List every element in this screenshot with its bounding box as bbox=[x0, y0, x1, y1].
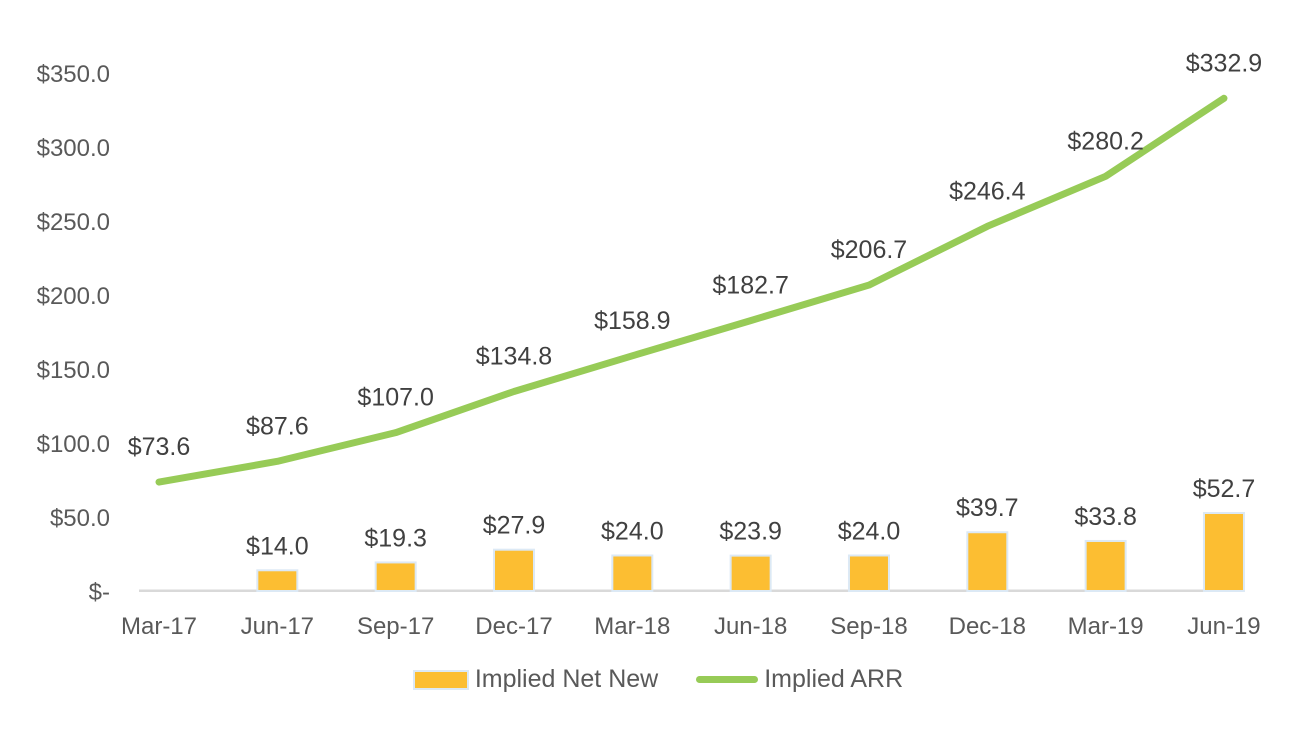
line-data-label-Jun-17: $87.6 bbox=[246, 412, 309, 440]
line-data-label-Mar-18: $158.9 bbox=[594, 307, 670, 335]
y-tick-label: $- bbox=[89, 579, 110, 606]
x-axis-line bbox=[139, 589, 1244, 592]
bar-data-label-Dec-17: $27.9 bbox=[483, 512, 546, 540]
line-data-label-Mar-17: $73.6 bbox=[128, 433, 191, 461]
bar-Dec-17[interactable] bbox=[492, 548, 535, 593]
bar-Jun-19[interactable] bbox=[1202, 512, 1245, 593]
bar-Mar-18[interactable] bbox=[611, 554, 654, 592]
bar-Jun-18[interactable] bbox=[729, 554, 772, 592]
bar-data-label-Sep-18: $24.0 bbox=[838, 517, 901, 545]
bar-Sep-17[interactable] bbox=[374, 561, 417, 592]
combo-chart-plot: $350.0 $300.0 $250.0 $200.0 $150.0 $100.0 $50.… bbox=[37, 49, 1263, 640]
legend-label-implied-net-new: Implied Net New bbox=[474, 665, 659, 693]
x-tick-label-Mar-18: Mar-18 bbox=[594, 613, 670, 640]
y-tick-label: $350.0 bbox=[37, 61, 110, 88]
legend-label-implied-arr: Implied ARR bbox=[764, 665, 904, 693]
legend-item-implied-net-new[interactable]: Implied Net New bbox=[412, 665, 659, 694]
legend: Implied Net New Implied ARR bbox=[0, 665, 1316, 694]
line-series-swatch-icon bbox=[696, 676, 759, 684]
bar-Dec-18[interactable] bbox=[966, 531, 1009, 593]
y-tick-label: $250.0 bbox=[37, 209, 110, 236]
line-data-label-Dec-18: $246.4 bbox=[949, 177, 1026, 205]
bar-data-label-Jun-19: $52.7 bbox=[1193, 475, 1256, 503]
bar-data-label-Jun-17: $14.0 bbox=[246, 532, 309, 560]
x-tick-label-Jun-18: Jun-18 bbox=[714, 613, 787, 640]
bar-Mar-19[interactable] bbox=[1084, 539, 1127, 593]
x-tick-label-Dec-18: Dec-18 bbox=[949, 613, 1026, 640]
x-tick-label-Sep-18: Sep-18 bbox=[830, 613, 907, 640]
line-data-label-Dec-17: $134.8 bbox=[476, 342, 552, 370]
bar-data-label-Mar-18: $24.0 bbox=[601, 517, 664, 545]
y-tick-label: $150.0 bbox=[37, 357, 110, 384]
y-tick-label: $50.0 bbox=[50, 505, 110, 532]
y-tick-label: $300.0 bbox=[37, 135, 110, 162]
implied-arr-line[interactable] bbox=[155, 94, 1228, 486]
bar-data-label-Mar-19: $33.8 bbox=[1074, 503, 1137, 531]
x-tick-label-Jun-17: Jun-17 bbox=[241, 613, 314, 640]
bar-series-swatch-icon bbox=[412, 669, 469, 690]
line-data-label-Sep-17: $107.0 bbox=[357, 384, 433, 412]
x-tick-label-Sep-17: Sep-17 bbox=[357, 613, 434, 640]
line-data-label-Jun-19: $332.9 bbox=[1186, 49, 1262, 77]
line-data-label-Jun-18: $182.7 bbox=[712, 272, 788, 300]
line-data-label-Mar-19: $280.2 bbox=[1067, 127, 1143, 155]
x-tick-label-Dec-17: Dec-17 bbox=[475, 613, 552, 640]
y-tick-label: $200.0 bbox=[37, 283, 110, 310]
legend-item-implied-arr[interactable]: Implied ARR bbox=[696, 665, 904, 694]
bar-data-label-Sep-17: $19.3 bbox=[364, 524, 427, 552]
line-data-label-Sep-18: $206.7 bbox=[831, 236, 907, 264]
bar-data-label-Dec-18: $39.7 bbox=[956, 494, 1019, 522]
bar-data-label-Jun-18: $23.9 bbox=[719, 518, 782, 546]
y-tick-label: $100.0 bbox=[37, 431, 110, 458]
x-tick-label-Mar-19: Mar-19 bbox=[1068, 613, 1144, 640]
x-tick-label-Jun-19: Jun-19 bbox=[1187, 613, 1260, 640]
bar-Sep-18[interactable] bbox=[847, 554, 890, 592]
x-tick-label-Mar-17: Mar-17 bbox=[121, 613, 197, 640]
bar-Jun-17[interactable] bbox=[256, 569, 299, 593]
